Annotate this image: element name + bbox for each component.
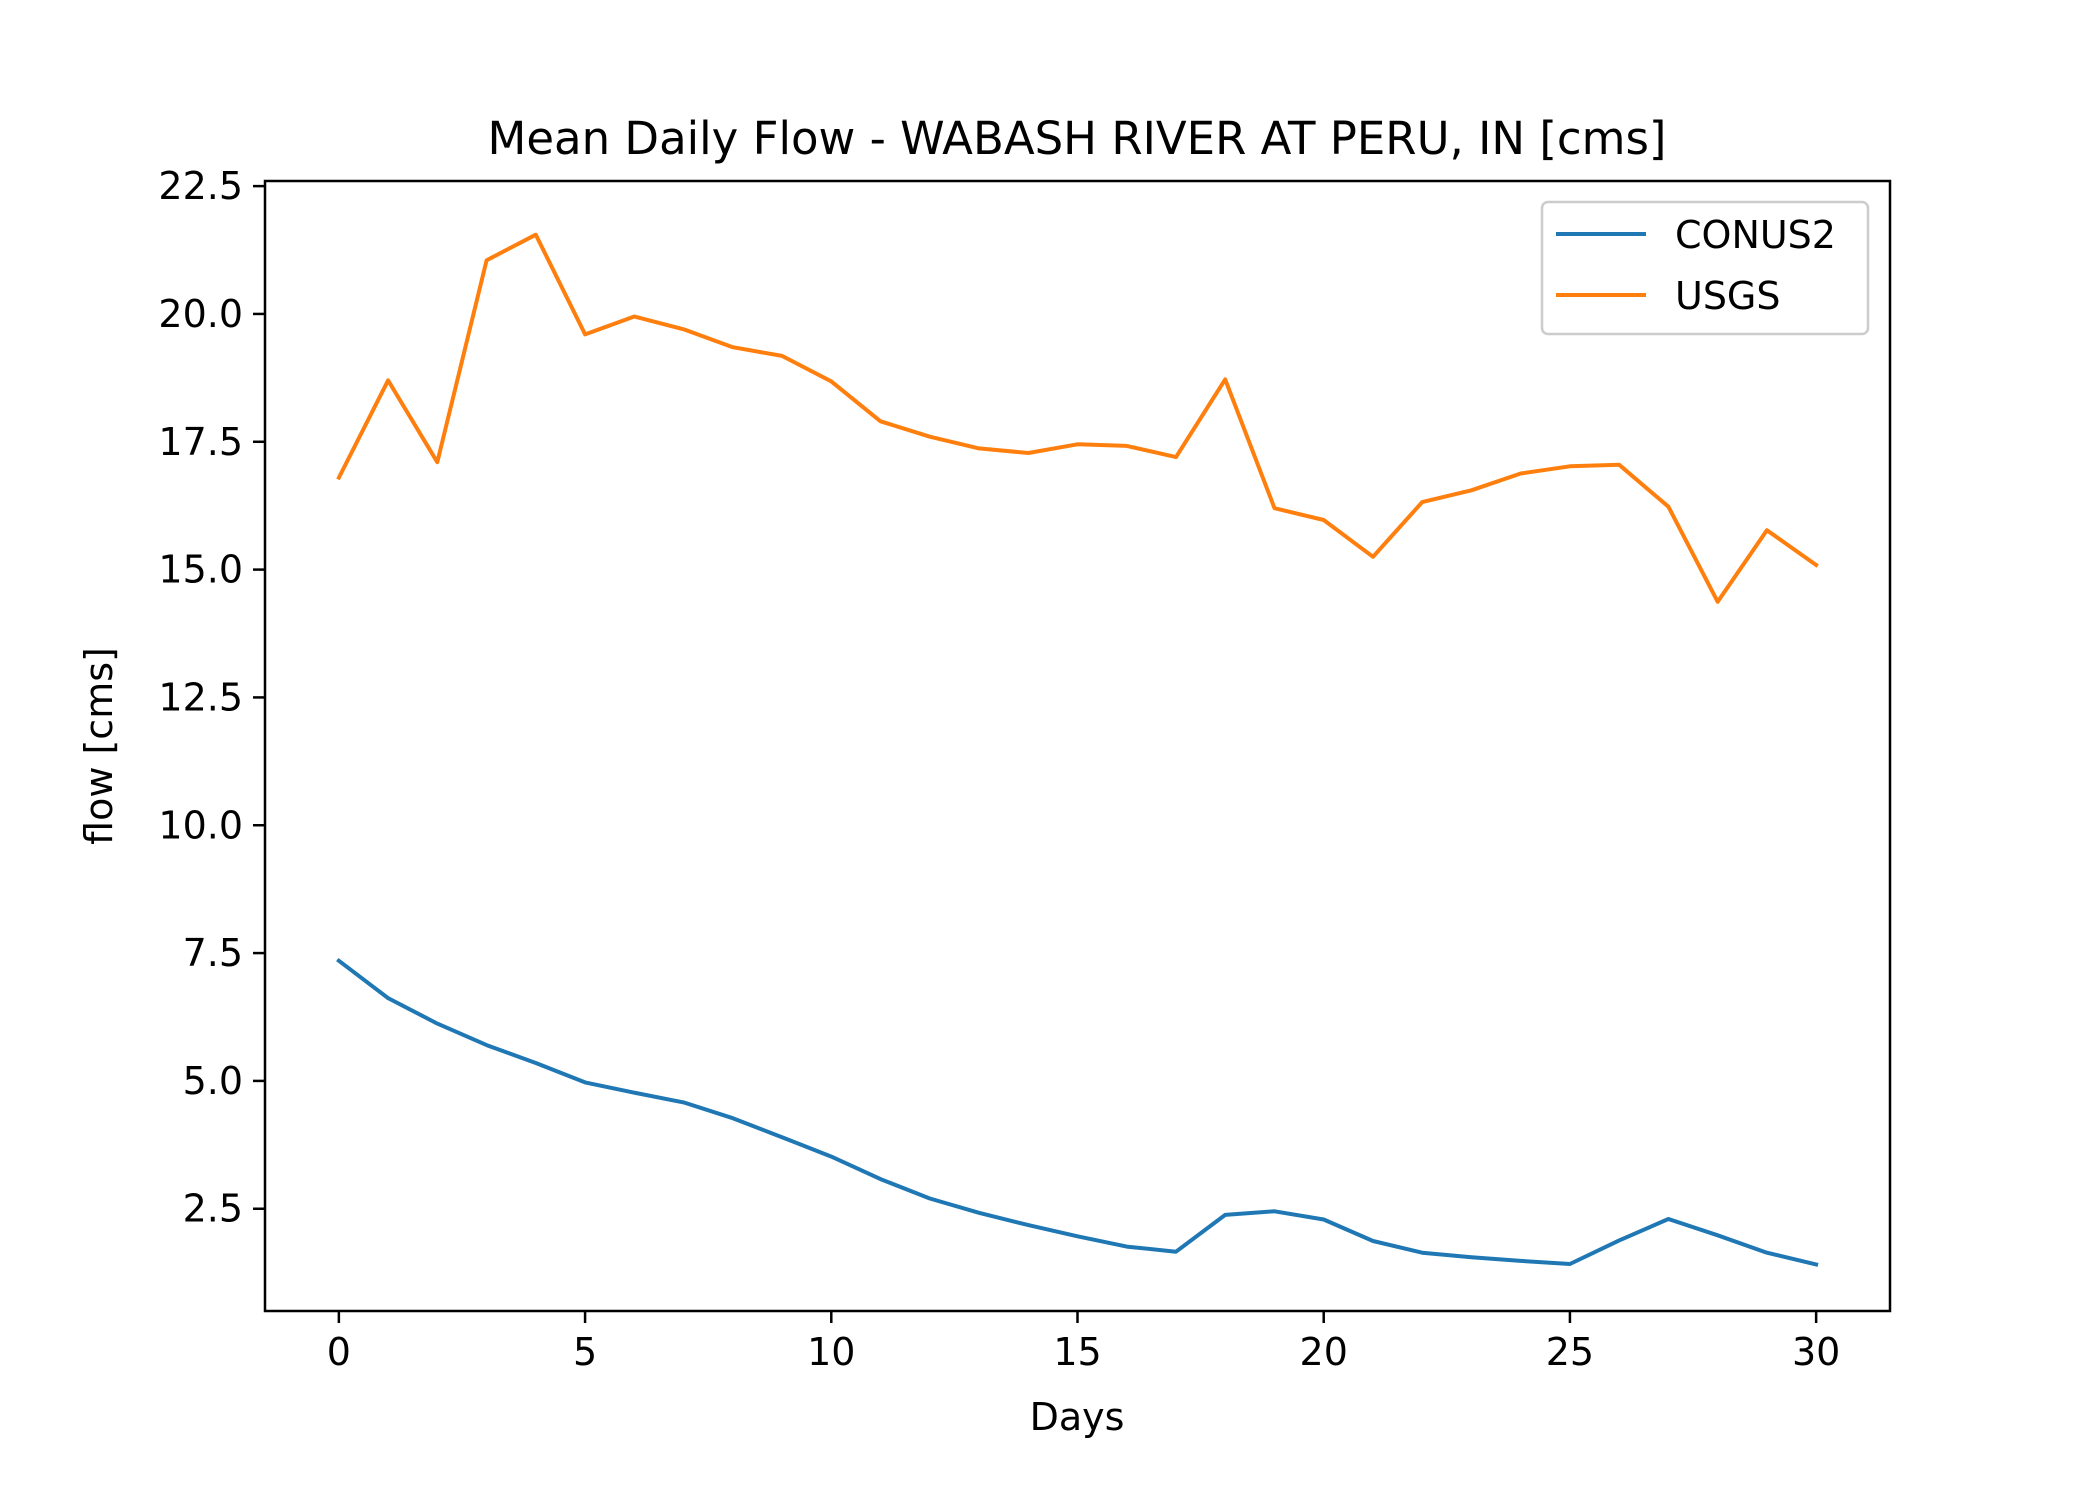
legend-label-usgs: USGS [1675, 274, 1781, 318]
x-tick-label: 5 [573, 1330, 597, 1374]
y-tick-label: 17.5 [158, 420, 243, 464]
series-layer [336, 232, 1819, 1267]
y-tick-label: 7.5 [183, 931, 243, 975]
y-tick-label: 2.5 [183, 1187, 243, 1231]
y-tick-label: 22.5 [158, 164, 243, 208]
y-tick-label: 12.5 [158, 675, 243, 719]
x-axis-ticks: 0 5 10 15 20 25 30 [327, 1311, 1840, 1374]
x-tick-label: 15 [1053, 1330, 1101, 1374]
x-tick-label: 20 [1300, 1330, 1348, 1374]
y-tick-label: 10.0 [158, 803, 243, 847]
series-line-conus2 [336, 957, 1819, 1267]
x-tick-label: 30 [1792, 1330, 1840, 1374]
y-tick-label: 20.0 [158, 292, 243, 336]
y-axis-ticks: 2.5 5.0 7.5 10.0 12.5 15.0 17.5 20.0 22.5 [158, 164, 265, 1231]
legend: CONUS2 USGS [1540, 200, 1870, 336]
series-line-usgs [336, 232, 1819, 604]
x-tick-label: 0 [327, 1330, 351, 1374]
x-axis-title: Days [1030, 1395, 1125, 1439]
y-tick-label: 15.0 [158, 548, 243, 592]
y-axis-title: flow [cms] [77, 647, 121, 845]
x-tick-label: 10 [807, 1330, 855, 1374]
plot-frame [263, 179, 1892, 1313]
legend-label-conus2: CONUS2 [1675, 213, 1836, 257]
x-tick-label: 25 [1546, 1330, 1594, 1374]
chart-title: Mean Daily Flow - WABASH RIVER AT PERU, … [488, 112, 1667, 165]
y-tick-label: 5.0 [183, 1059, 243, 1103]
